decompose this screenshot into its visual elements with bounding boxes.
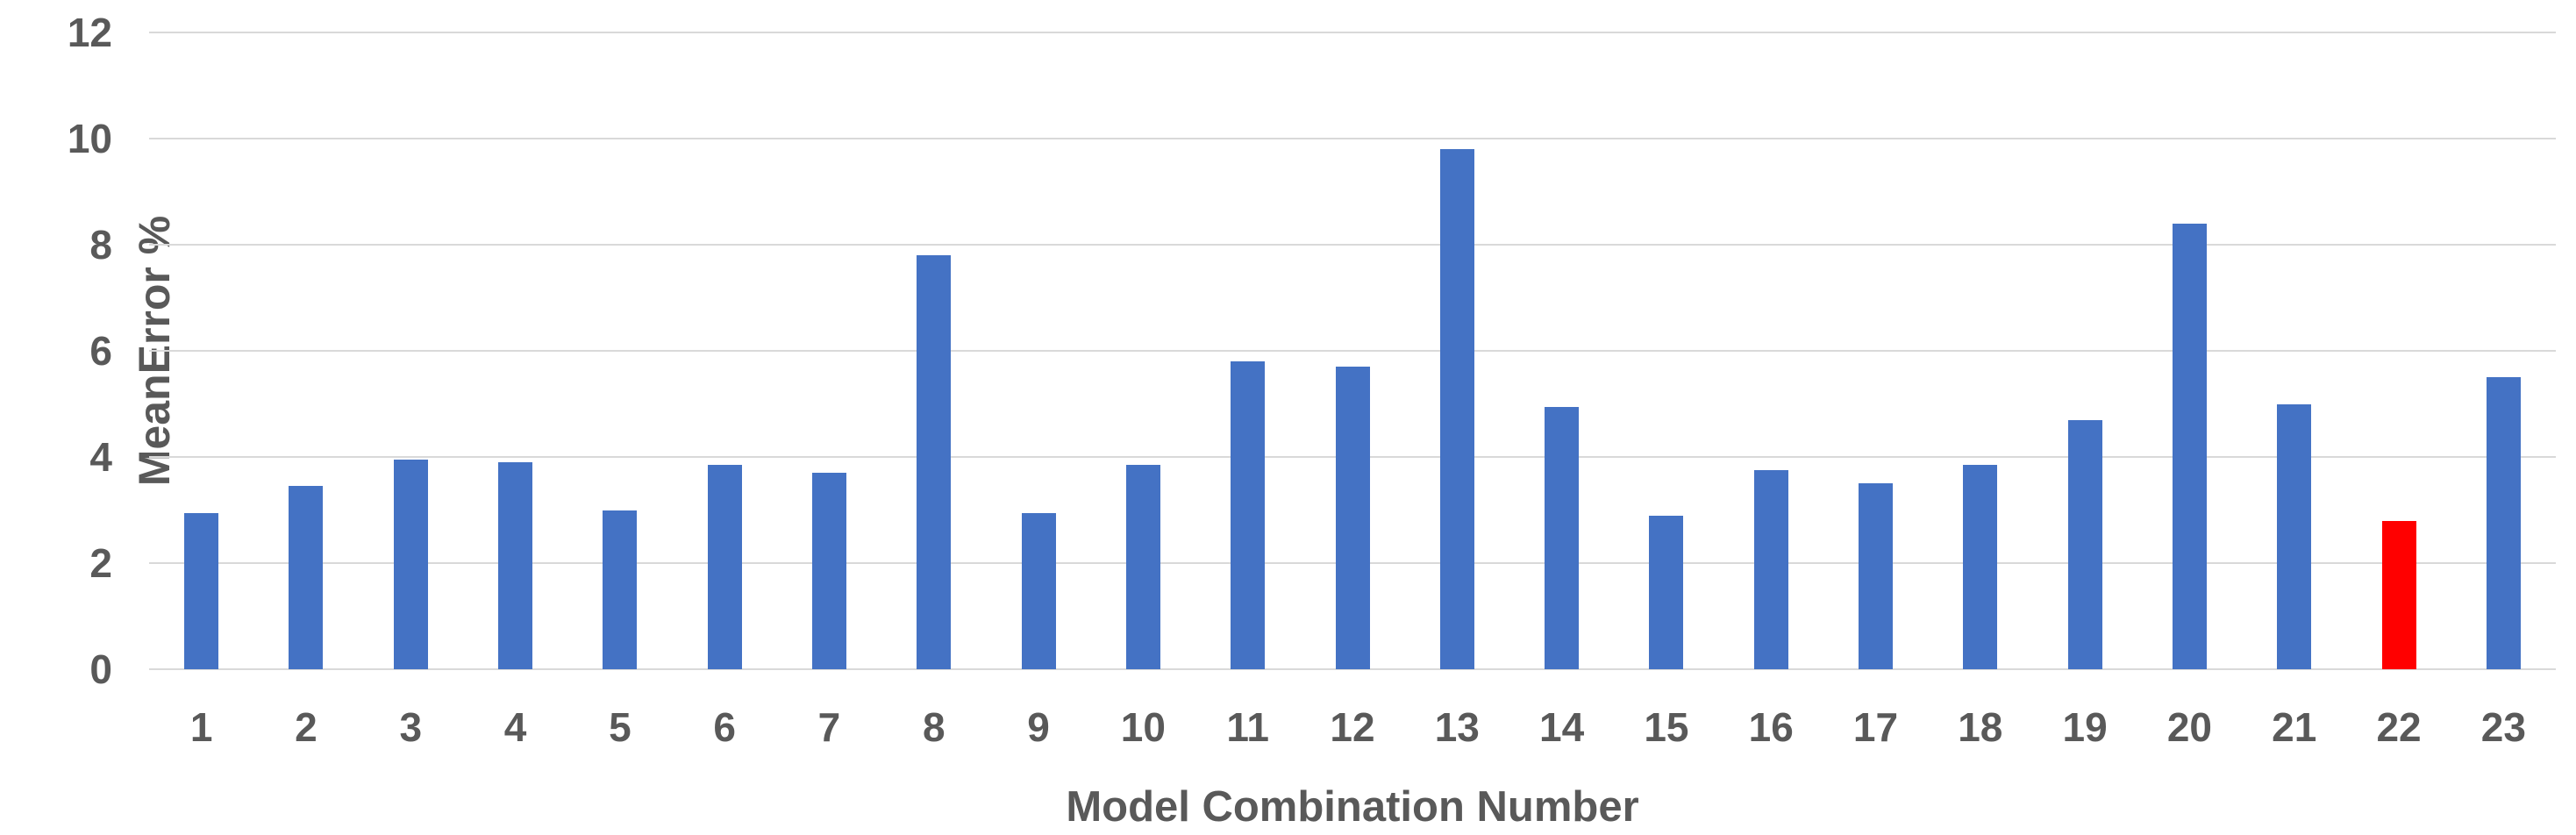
x-tick-label-11: 11 [1226,704,1270,750]
y-tick-label-6: 6 [89,328,112,374]
y-tick-label-4: 4 [89,434,112,480]
bar-12 [1335,367,1370,669]
bar-3 [393,460,428,669]
x-tick-label-9: 9 [1027,704,1050,750]
y-tick-label-8: 8 [89,222,112,268]
x-tick-label-20: 20 [2166,704,2213,750]
gridline-y-6 [149,350,2556,352]
bar-13 [1439,149,1474,669]
bar-1 [184,512,219,669]
x-tick-label-12: 12 [1330,704,1375,750]
y-tick-label-0: 0 [89,646,112,692]
y-tick-label-2: 2 [89,540,112,586]
x-tick-label-21: 21 [2272,704,2317,750]
gridline-y-8 [149,244,2556,246]
bar-10 [1125,465,1160,669]
x-tick-label-13: 13 [1434,704,1480,750]
x-tick-label-15: 15 [1644,704,1689,750]
bar-11 [1231,361,1266,669]
plot-area: 1 2 3 4 5 6 7 8 9 10 11 12 13 14 15 16 17 18 19 20 21 22 23 [149,0,2556,835]
bar-8 [917,255,952,669]
x-tick-label-2: 2 [295,704,318,750]
bar-7 [811,473,846,669]
x-tick-label-4: 4 [503,704,527,750]
gridline-y-10 [149,138,2556,139]
x-tick-label-8: 8 [922,704,945,750]
bar-17 [1859,483,1894,669]
x-tick-label-6: 6 [713,704,736,750]
bar-22 [2381,520,2416,669]
bar-21 [2277,403,2312,669]
x-tick-label-23: 23 [2480,704,2526,750]
bar-5 [603,510,638,669]
x-tick-label-18: 18 [1958,704,2003,750]
x-tick-label-10: 10 [1120,704,1166,750]
bar-6 [707,465,742,669]
x-tick-label-7: 7 [817,704,841,750]
bar-9 [1021,512,1056,669]
y-axis-tick-labels: 0 2 4 6 8 10 12 [0,0,112,835]
x-tick-label-5: 5 [609,704,632,750]
x-tick-label-19: 19 [2062,704,2108,750]
x-tick-label-17: 17 [1852,704,1899,750]
bar-16 [1753,470,1788,669]
bar-15 [1649,515,1684,669]
bar-14 [1545,406,1580,669]
x-tick-label-16: 16 [1748,704,1794,750]
x-axis-title: Model Combination Number [1066,783,1639,831]
x-tick-label-1: 1 [189,704,213,750]
bar-23 [2486,377,2521,669]
bar-19 [2067,419,2102,669]
bar-2 [289,486,324,669]
gridline-y-0 [149,668,2556,670]
gridline-y-12 [149,32,2556,33]
y-tick-label-10: 10 [67,116,112,161]
y-tick-label-12: 12 [67,10,112,55]
bar-4 [498,462,533,669]
x-tick-label-22: 22 [2376,704,2422,750]
bar-20 [2172,223,2207,669]
x-tick-label-14: 14 [1539,704,1585,750]
bar-18 [1963,465,1998,669]
x-tick-label-3: 3 [399,704,423,750]
